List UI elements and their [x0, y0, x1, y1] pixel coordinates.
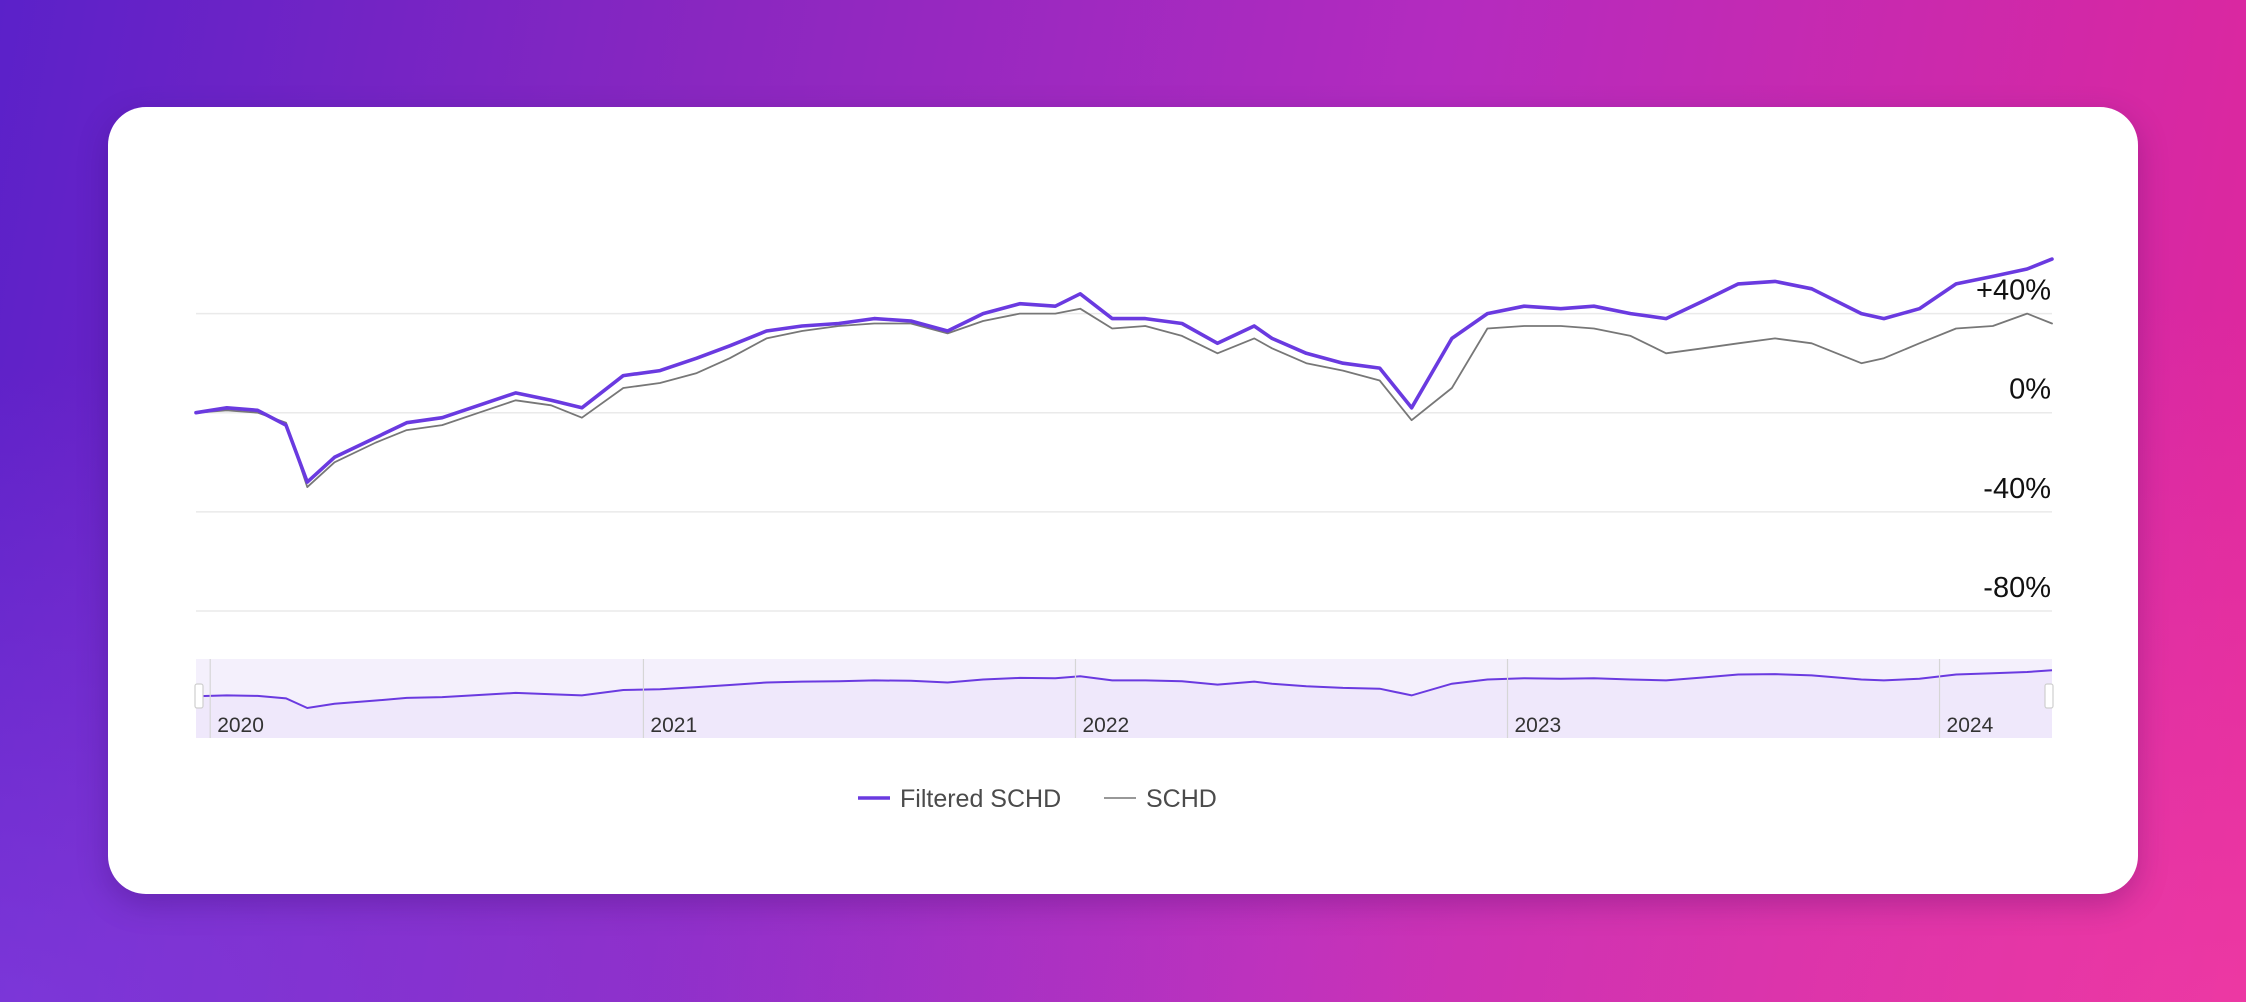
- legend-label: Filtered SCHD: [900, 785, 1061, 813]
- navigator-year-label: 2021: [650, 714, 697, 737]
- navigator-handle-right[interactable]: [2044, 683, 2054, 709]
- chart-card: +40% 0% -40% -80% 2020 2021 2022 2023 2024 Filt…: [108, 107, 2138, 894]
- legend-item-filtered-schd[interactable]: Filtered SCHD: [858, 785, 1061, 813]
- legend-item-schd[interactable]: SCHD: [1104, 785, 1217, 813]
- legend: Filtered SCHD SCHD: [858, 785, 1217, 813]
- series-line-schd[interactable]: [195, 307, 2053, 489]
- series-lines: [194, 257, 2054, 489]
- y-tick-label: +40%: [1976, 275, 2051, 307]
- navigator-year-label: 2024: [1947, 714, 1994, 737]
- performance-chart[interactable]: +40% 0% -40% -80% 2020 2021 2022 2023 2024 Filt…: [108, 107, 2138, 894]
- navigator[interactable]: 2020 2021 2022 2023 2024: [194, 659, 2054, 738]
- y-tick-label: 0%: [2009, 374, 2051, 406]
- grid-lines: [196, 312, 2052, 612]
- navigator-handle-left[interactable]: [194, 683, 204, 709]
- navigator-year-label: 2023: [1515, 714, 1562, 737]
- navigator-area: [196, 670, 2052, 738]
- legend-label: SCHD: [1146, 785, 1217, 813]
- navigator-line: [195, 669, 2053, 710]
- navigator-year-label: 2022: [1082, 714, 1129, 737]
- y-tick-label: -40%: [1983, 473, 2051, 505]
- y-tick-label: -80%: [1983, 572, 2051, 604]
- y-axis-labels: +40% 0% -40% -80%: [1976, 275, 2051, 604]
- series-line-filtered-schd[interactable]: [194, 257, 2054, 484]
- navigator-year-label: 2020: [217, 714, 264, 737]
